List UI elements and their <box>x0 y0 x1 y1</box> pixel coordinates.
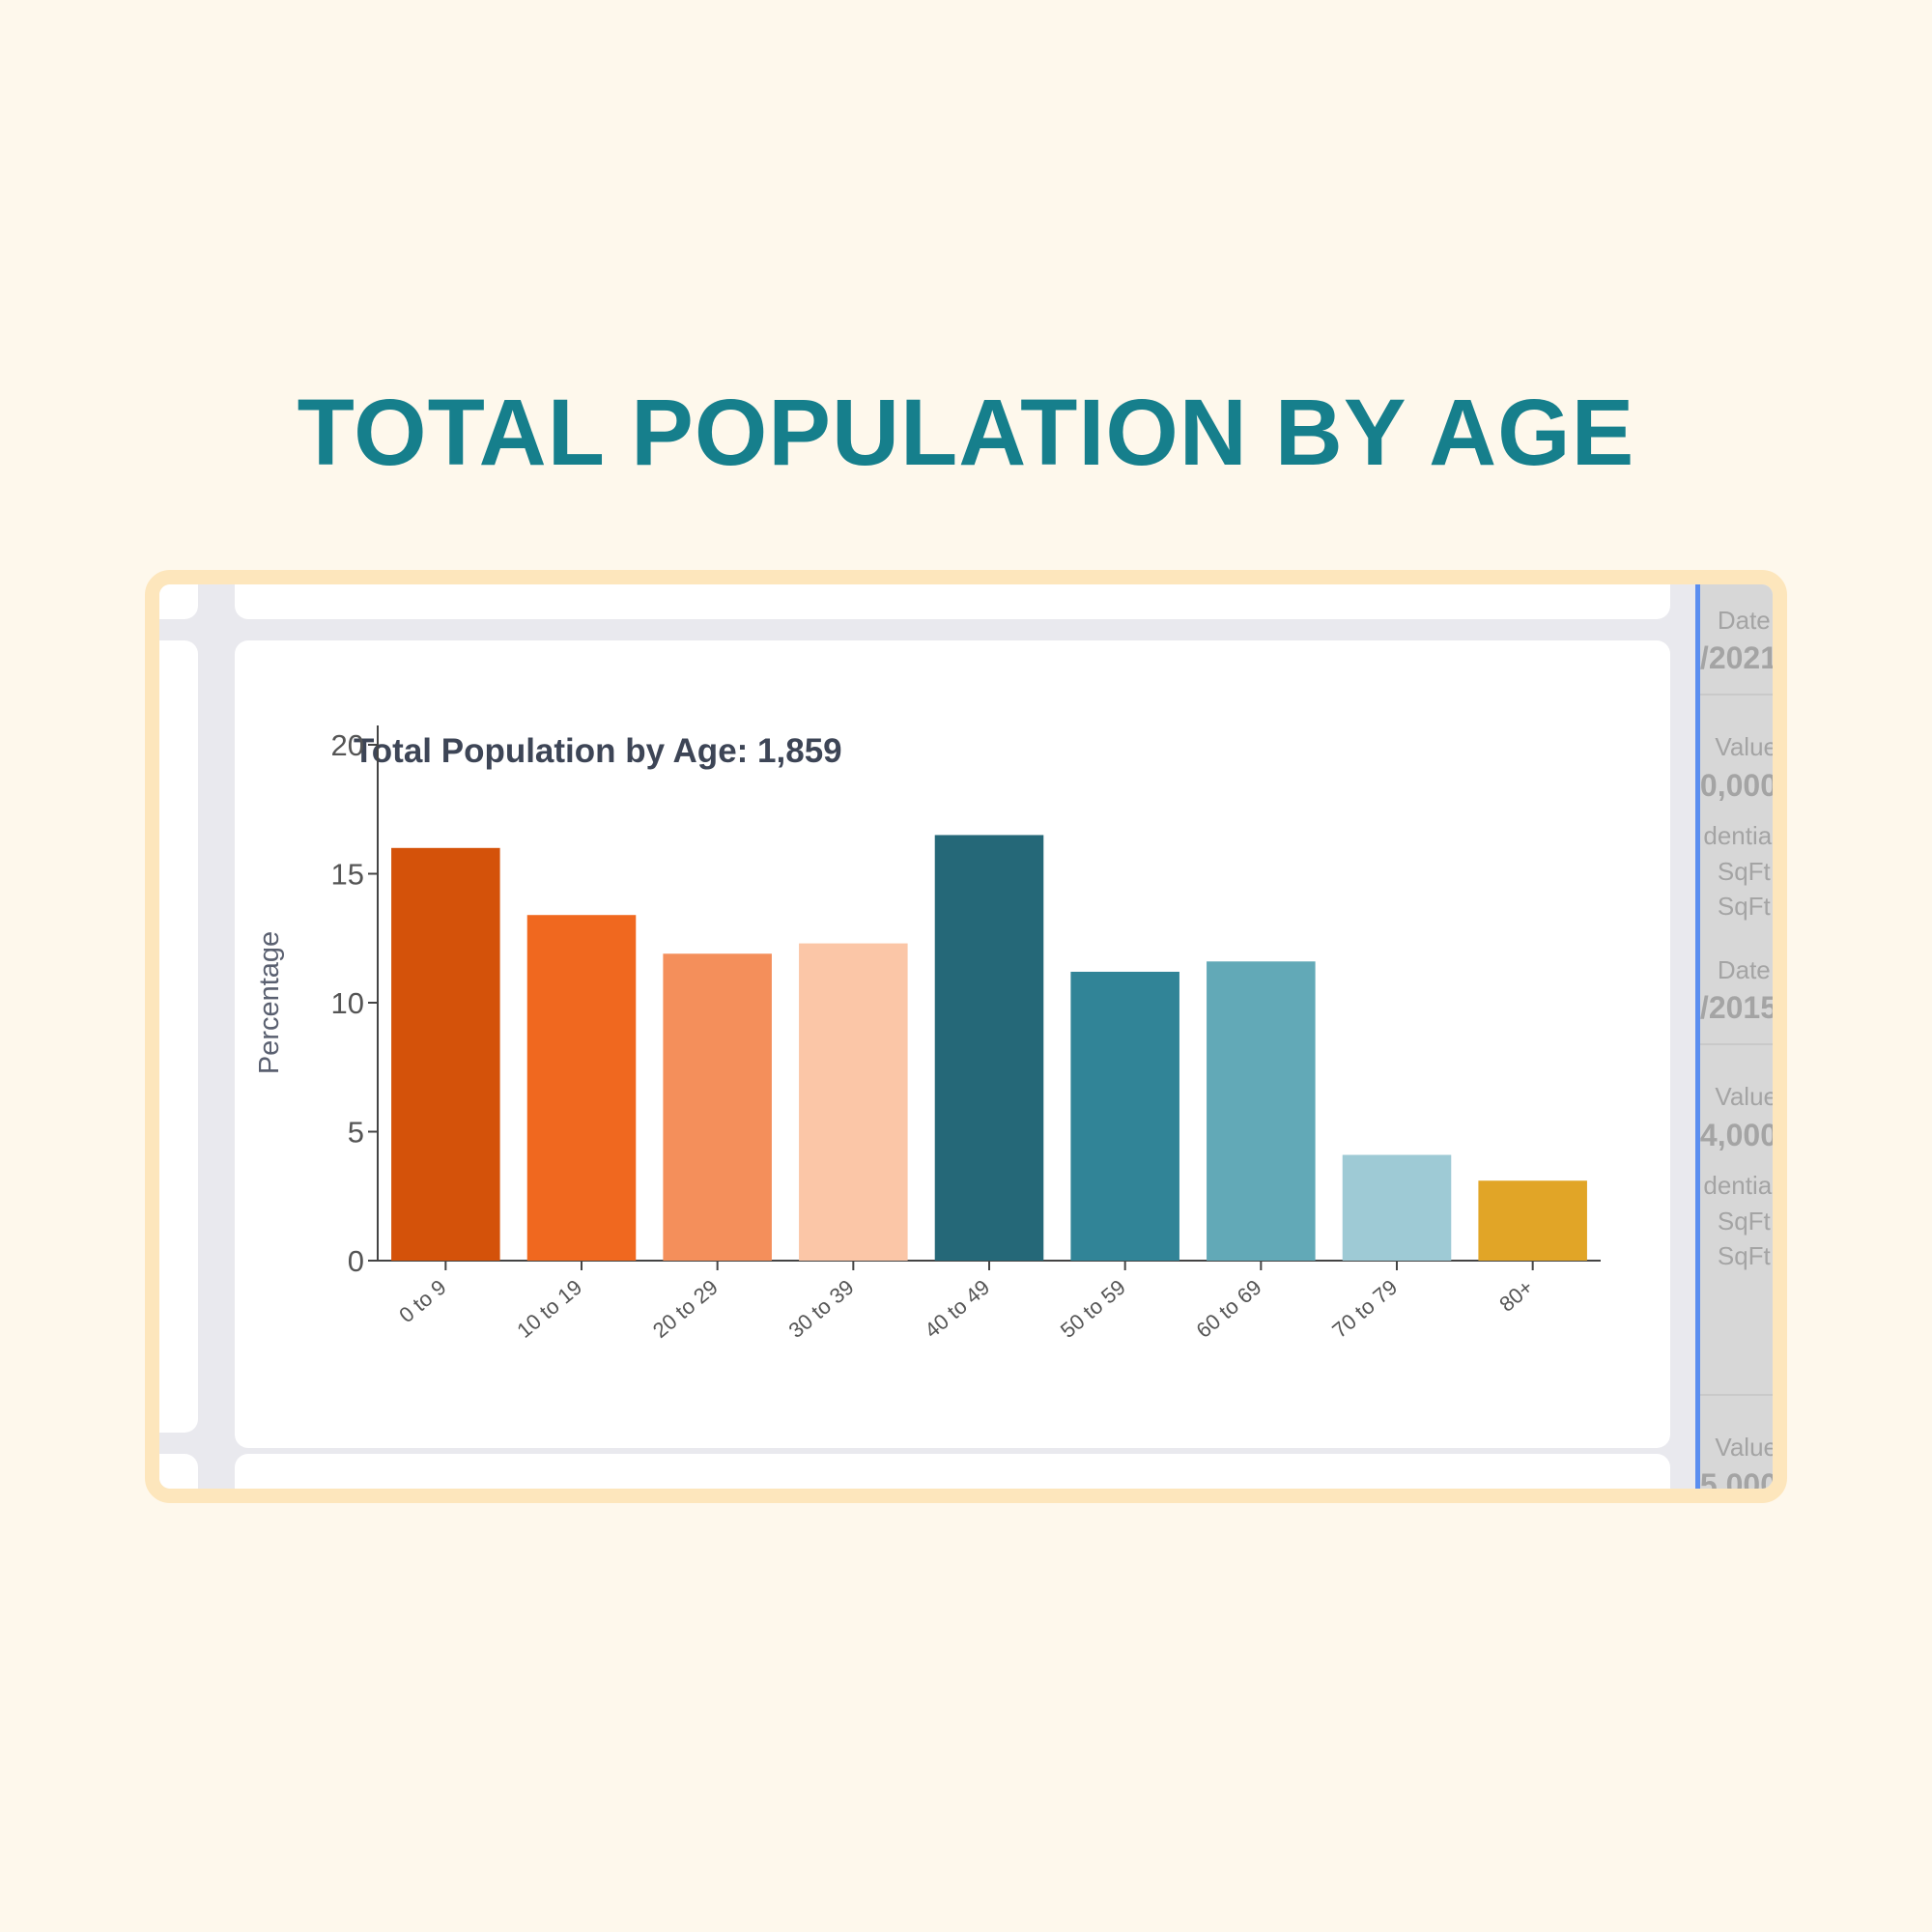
y-tick-label: 5 <box>348 1116 364 1150</box>
side-panel: Date: /2021 Value 0,000 dential SqFt. Sq… <box>1695 584 1773 1489</box>
side-separator <box>1700 1043 1773 1045</box>
population-chart-card: Total Population by Age: 1,859 0 5 10 15 20 P… <box>235 640 1670 1448</box>
bar <box>663 953 772 1261</box>
side-detail-2c: SqFt. <box>1717 1241 1773 1270</box>
side-value-1: 0,000 <box>1699 768 1773 803</box>
x-tick-label: 20 to 29 <box>648 1275 723 1343</box>
x-tick-label: 10 to 19 <box>512 1275 586 1343</box>
bar <box>1070 971 1179 1261</box>
y-tick-label: 0 <box>348 1244 364 1278</box>
side-detail-1a: dential <box>1703 821 1773 850</box>
bar <box>934 835 1044 1261</box>
card-top <box>235 584 1670 619</box>
x-tick-label: 80+ <box>1494 1275 1538 1317</box>
bar <box>1342 1154 1452 1261</box>
side-detail-1b: SqFt. <box>1717 857 1773 886</box>
side-date-label-2: Date: <box>1717 955 1773 984</box>
side-detail-1c: SqFt. <box>1717 892 1773 921</box>
side-value-label-1: Value <box>1715 732 1773 761</box>
x-tick-label: 0 to 9 <box>394 1275 450 1328</box>
x-tick-label: 60 to 69 <box>1192 1275 1266 1343</box>
x-tick-label: 30 to 39 <box>784 1275 859 1343</box>
bar <box>1207 961 1316 1261</box>
bar <box>391 847 500 1261</box>
y-tick-label: 15 <box>331 858 364 892</box>
headline: TOTAL POPULATION BY AGE <box>297 380 1635 485</box>
x-tick-label: 50 to 59 <box>1056 1275 1130 1343</box>
side-separator <box>1700 694 1773 696</box>
side-detail-2b: SqFt. <box>1717 1207 1773 1236</box>
dashboard-viewport: Total Population by Age: 1,859 0 5 10 15 20 P… <box>159 584 1773 1489</box>
card-left <box>159 640 198 1433</box>
y-tick-label: 10 <box>331 986 364 1020</box>
screenshot-frame: Total Population by Age: 1,859 0 5 10 15 20 P… <box>145 570 1787 1503</box>
bar-chart: 0 5 10 15 20 Percentage 0 to 9 10 to 19 20 to 29… <box>254 725 1601 1343</box>
side-value-3: 5,000 <box>1699 1467 1773 1489</box>
card-bottom <box>235 1454 1670 1489</box>
side-date-value-2: /2015 <box>1699 990 1773 1025</box>
side-value-label-2: Value <box>1715 1082 1773 1111</box>
chart-title: Total Population by Age: 1,859 <box>354 732 842 770</box>
bar <box>1478 1180 1587 1261</box>
side-separator <box>1700 1394 1773 1396</box>
x-tick-label: 40 to 49 <box>920 1275 994 1343</box>
side-date-value-1: /2021 <box>1699 640 1773 675</box>
side-value-2: 4,000 <box>1699 1118 1773 1152</box>
y-axis-title: Percentage <box>254 931 285 1074</box>
side-detail-2a: dential <box>1703 1171 1773 1200</box>
y-tick-label: 20 <box>331 728 364 762</box>
bar <box>799 943 908 1261</box>
x-tick-label: 70 to 79 <box>1327 1275 1402 1343</box>
side-date-label-1: Date: <box>1717 606 1773 635</box>
bar <box>526 915 637 1261</box>
side-value-label-3: Value <box>1715 1433 1773 1462</box>
card-bottom-left <box>159 1454 198 1489</box>
card-top-left <box>159 584 198 619</box>
